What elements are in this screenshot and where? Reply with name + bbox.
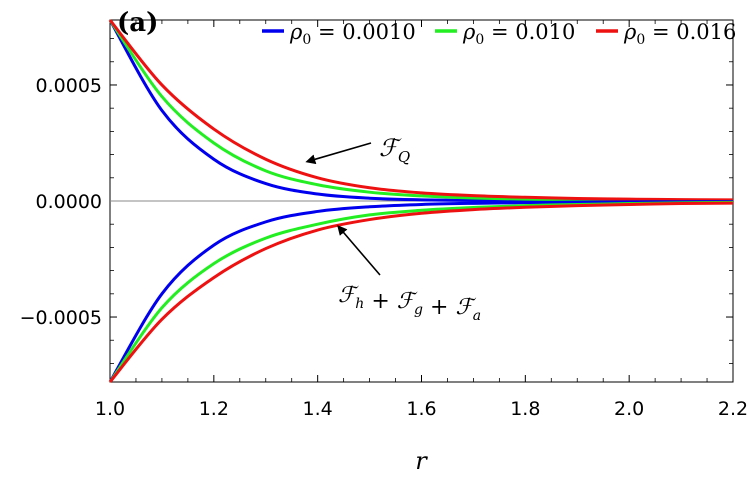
x-axis-label: r bbox=[415, 447, 428, 475]
series-line-4 bbox=[108, 200, 734, 383]
x-tick-label: 2.2 bbox=[718, 398, 748, 420]
annotation-fsum-arrow bbox=[337, 225, 381, 276]
annotation-fq-label: ℱQ bbox=[379, 134, 410, 166]
annotation-fq-arrow bbox=[305, 142, 372, 165]
x-tick-label: 2.0 bbox=[614, 398, 644, 420]
x-tick-label: 1.6 bbox=[406, 398, 436, 420]
series-line-5 bbox=[108, 201, 734, 383]
y-tick-label: 0.0000 bbox=[36, 191, 102, 213]
x-tick-label: 1.0 bbox=[95, 398, 125, 420]
axis-ticks bbox=[109, 20, 734, 382]
series-line-2 bbox=[108, 19, 734, 202]
annotations: ℱQ ℱh + ℱg + ℱa bbox=[305, 134, 481, 324]
legend-label: ρ0 = 0.016 bbox=[623, 20, 736, 48]
x-tick-label: 1.2 bbox=[199, 398, 229, 420]
annotation-fsum-label: ℱh + ℱg + ℱa bbox=[338, 283, 481, 324]
x-tick-label: 1.4 bbox=[303, 398, 333, 420]
panel-label: (a) bbox=[117, 8, 158, 38]
y-tick-labels: 0.0005 0.0000 −0.0005 bbox=[20, 75, 102, 329]
y-tick-label: −0.0005 bbox=[20, 307, 102, 329]
series-line-3 bbox=[108, 200, 734, 383]
x-tick-label: 1.8 bbox=[510, 398, 540, 420]
legend-label: ρ0 = 0.0010 bbox=[289, 20, 416, 48]
y-tick-label: 0.0005 bbox=[36, 75, 102, 97]
legend: ρ0 = 0.0010 ρ0 = 0.010 ρ0 = 0.016 bbox=[262, 20, 736, 48]
legend-label: ρ0 = 0.010 bbox=[462, 20, 575, 48]
x-tick-labels: 1.0 1.2 1.4 1.6 1.8 2.0 2.2 bbox=[95, 398, 748, 420]
series-lines bbox=[108, 19, 734, 383]
